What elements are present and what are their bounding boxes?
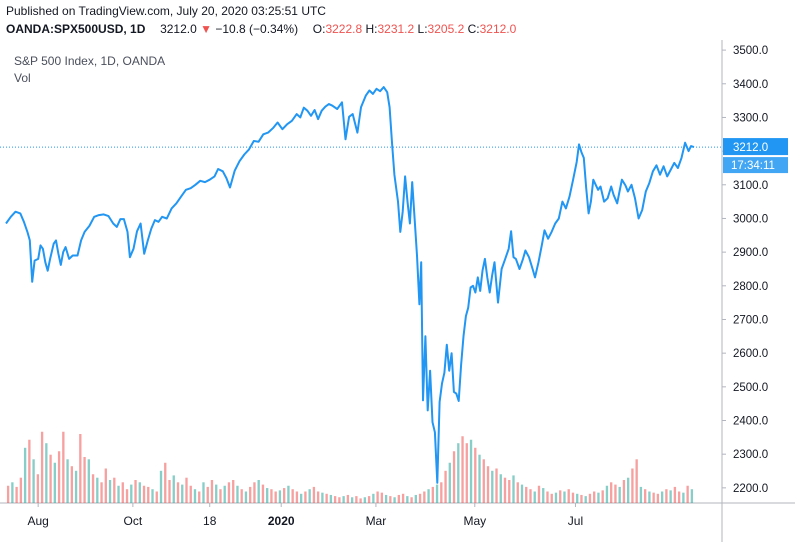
- countdown-badge: [723, 157, 788, 174]
- last-price: 3212.0: [160, 22, 197, 36]
- open-label: O:: [312, 22, 326, 36]
- x-tick-label: Mar: [366, 514, 387, 528]
- chart-container[interactable]: 2200.0 2300.0 2400.0 2500.0 2600.0 2700.0 2800…: [0, 40, 795, 542]
- x-tick-label: May: [463, 514, 486, 528]
- open-value: 3222.8: [325, 22, 363, 36]
- y-tick-label: 2800.0: [733, 281, 768, 293]
- y-tick-label: 2600.0: [733, 348, 768, 360]
- close-value: 3212.0: [479, 22, 517, 36]
- current-price-label: 3212.0: [733, 142, 768, 154]
- y-tick-label: 3400.0: [733, 79, 768, 91]
- low-label: L:: [417, 22, 428, 36]
- price-series-line: [5, 86, 695, 484]
- quote-line: OANDA:SPX500USD, 1D 3212.0 ▼ −10.8 (−0.3…: [6, 22, 516, 36]
- legend-volume: Vol: [14, 71, 31, 85]
- y-tick-label: 2300.0: [733, 449, 768, 461]
- change-value: −10.8 (−0.34%): [215, 22, 299, 36]
- symbol-label: OANDA:SPX500USD, 1D: [6, 22, 146, 36]
- x-tick-label: 2020: [268, 514, 295, 528]
- countdown-label: 17:34:11: [731, 160, 775, 172]
- y-tick-label: 2200.0: [733, 483, 768, 495]
- high-value: 3231.2: [377, 22, 415, 36]
- y-tick-label: 3000.0: [733, 213, 768, 225]
- x-tick-label: Jul: [568, 514, 583, 528]
- y-tick-label: 3300.0: [733, 112, 768, 124]
- low-value: 3205.2: [427, 22, 465, 36]
- high-label: H:: [365, 22, 378, 36]
- down-arrow-icon: ▼: [200, 22, 212, 36]
- y-tick-label: 3100.0: [733, 180, 768, 192]
- price-chart[interactable]: 2200.0 2300.0 2400.0 2500.0 2600.0 2700.0 2800…: [0, 40, 795, 542]
- y-tick-label: 3500.0: [733, 45, 768, 57]
- current-price-badge: [723, 138, 788, 156]
- y-tick-label: 2500.0: [733, 382, 768, 394]
- y-tick-label: 2400.0: [733, 416, 768, 428]
- x-tick-label: Aug: [27, 514, 48, 528]
- legend-title: S&P 500 Index, 1D, OANDA: [14, 54, 166, 68]
- x-tick-label: 18: [203, 514, 217, 528]
- close-label: C:: [467, 22, 480, 36]
- y-tick-label: 2700.0: [733, 314, 768, 326]
- y-tick-label: 2900.0: [733, 247, 768, 259]
- published-caption: Published on TradingView.com, July 20, 2…: [6, 4, 326, 18]
- x-tick-label: Oct: [124, 514, 143, 528]
